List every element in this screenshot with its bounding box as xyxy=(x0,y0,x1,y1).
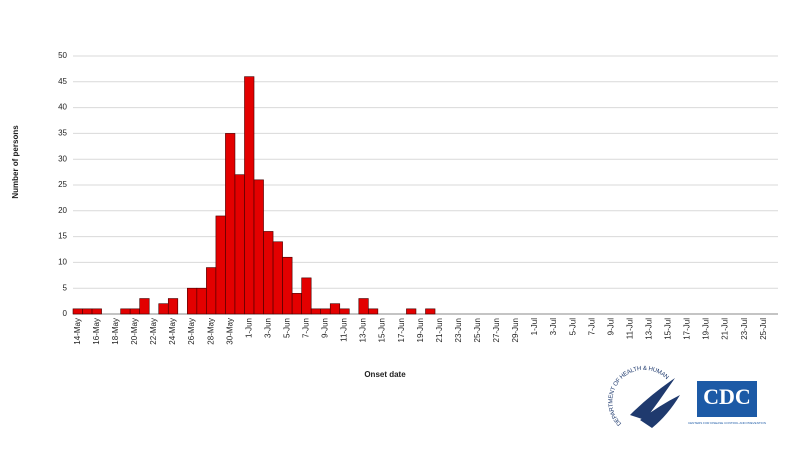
x-tick-label: 24-May xyxy=(168,318,177,345)
bar xyxy=(158,303,169,315)
x-tick-label: 18-May xyxy=(111,318,120,345)
x-tick-label: 21-Jun xyxy=(435,318,444,342)
bar xyxy=(244,76,255,315)
bar xyxy=(196,287,207,315)
x-axis-title: Onset date xyxy=(364,370,406,379)
x-tick-label: 25-Jul xyxy=(759,318,768,340)
bar xyxy=(187,287,198,315)
hhs-ring-text: DEPARTMENT OF HEALTH & HUMAN SERVICES US… xyxy=(0,0,670,427)
x-tick-label: 1-Jul xyxy=(530,318,539,336)
y-tick-label: 50 xyxy=(58,51,67,60)
bar xyxy=(358,298,369,315)
bar xyxy=(215,215,226,315)
x-tick-label: 19-Jun xyxy=(416,318,425,342)
bar xyxy=(129,308,140,315)
y-tick-label: 0 xyxy=(63,309,68,318)
x-tick-label: 13-Jun xyxy=(359,318,368,342)
x-tick-label: 14-May xyxy=(73,318,82,345)
x-tick-label: 17-Jul xyxy=(683,318,692,340)
x-tick-label: 22-May xyxy=(149,318,158,345)
y-tick-label: 45 xyxy=(58,77,67,86)
x-tick-label: 20-May xyxy=(130,318,139,345)
x-tick-label: 17-Jun xyxy=(397,318,406,342)
bar xyxy=(320,308,331,315)
cdc-logo: CDC CENTERS FOR DISEASE CONTROL AND PREV… xyxy=(688,381,766,425)
x-tick-label: 27-Jun xyxy=(492,318,501,342)
x-tick-label: 25-Jun xyxy=(473,318,482,342)
x-tick-label: 7-Jun xyxy=(302,318,311,338)
x-tick-label: 26-May xyxy=(187,318,196,345)
x-tick-label: 9-Jun xyxy=(321,318,330,338)
x-tick-label: 15-Jul xyxy=(664,318,673,340)
x-tick-label: 13-Jul xyxy=(644,318,653,340)
y-tick-label: 25 xyxy=(58,180,67,189)
y-tick-label: 15 xyxy=(58,232,67,241)
x-tick-label: 23-Jun xyxy=(454,318,463,342)
bar xyxy=(253,179,264,315)
bar xyxy=(139,298,150,315)
hhs-logo: DEPARTMENT OF HEALTH & HUMAN SERVICES US… xyxy=(0,0,680,428)
y-tick-label: 20 xyxy=(58,206,67,215)
x-tick-label: 19-Jul xyxy=(702,318,711,340)
y-tick-label: 40 xyxy=(58,103,67,112)
bar xyxy=(368,308,379,315)
bar xyxy=(339,308,350,315)
y-tick-label: 30 xyxy=(58,154,67,163)
bar xyxy=(234,174,245,315)
bar xyxy=(272,241,283,315)
x-tick-label: 16-May xyxy=(92,318,101,345)
cdc-subtext: CENTERS FOR DISEASE CONTROL AND PREVENTI… xyxy=(688,421,766,425)
bar xyxy=(425,308,436,315)
x-tick-label: 9-Jul xyxy=(606,318,615,336)
x-tick-label: 3-Jun xyxy=(263,318,272,338)
bar xyxy=(167,298,179,315)
x-tick-label: 15-Jun xyxy=(378,318,387,342)
y-tick-label: 35 xyxy=(58,129,67,138)
bar xyxy=(120,308,131,315)
bar xyxy=(72,308,83,315)
x-tick-label: 23-Jul xyxy=(740,318,749,340)
bar xyxy=(310,308,322,315)
x-tick-label: 7-Jul xyxy=(587,318,596,336)
x-tick-label: 29-Jun xyxy=(511,318,520,342)
bar xyxy=(91,308,102,315)
bar xyxy=(82,308,93,315)
hhs-text: DEPARTMENT OF HEALTH & HUMAN SERVICES US… xyxy=(0,0,670,427)
bar xyxy=(406,308,417,315)
x-tick-label: 30-May xyxy=(225,318,234,345)
y-axis-title: Number of persons xyxy=(11,125,20,199)
x-tick-label: 11-Jun xyxy=(340,318,349,342)
bar xyxy=(329,303,341,315)
bar xyxy=(225,133,236,315)
cdc-text: CDC xyxy=(703,384,751,409)
y-tick-label: 10 xyxy=(58,258,67,267)
x-tick-label: 11-Jul xyxy=(625,318,634,339)
bar xyxy=(263,231,274,315)
x-tick-label: 5-Jun xyxy=(282,318,291,338)
x-tick-label: 3-Jul xyxy=(549,318,558,336)
x-tick-label: 21-Jul xyxy=(721,318,730,340)
bar xyxy=(206,267,217,315)
y-tick-label: 5 xyxy=(63,283,68,292)
bar xyxy=(282,256,293,315)
bar xyxy=(301,277,312,315)
x-tick-label: 5-Jul xyxy=(568,318,577,336)
x-tick-label: 1-Jun xyxy=(244,318,253,338)
bar xyxy=(291,293,302,315)
x-tick-label: 28-May xyxy=(206,318,215,345)
